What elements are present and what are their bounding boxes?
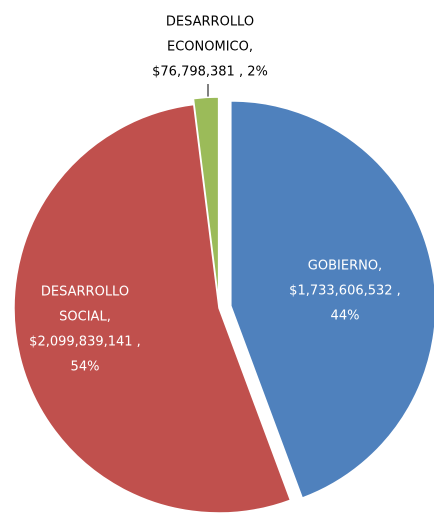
slice-label: DESARROLLO [166,15,254,30]
slice-label: DESARROLLO [41,285,129,300]
slice-label: SOCIAL, [59,310,111,325]
slice-label: GOBIERNO, [308,259,382,274]
pie-slice [13,103,292,514]
slice-label: $1,733,606,532 , [289,284,401,299]
slice-label: 44% [331,309,360,324]
slice-label: 54% [71,360,100,375]
slice-label: $2,099,839,141 , [29,335,141,350]
pie-slice [230,100,434,499]
slice-label: $76,798,381 , 2% [152,65,268,80]
pie-slice [192,96,220,303]
slice-label: ECONOMICO, [167,40,253,55]
